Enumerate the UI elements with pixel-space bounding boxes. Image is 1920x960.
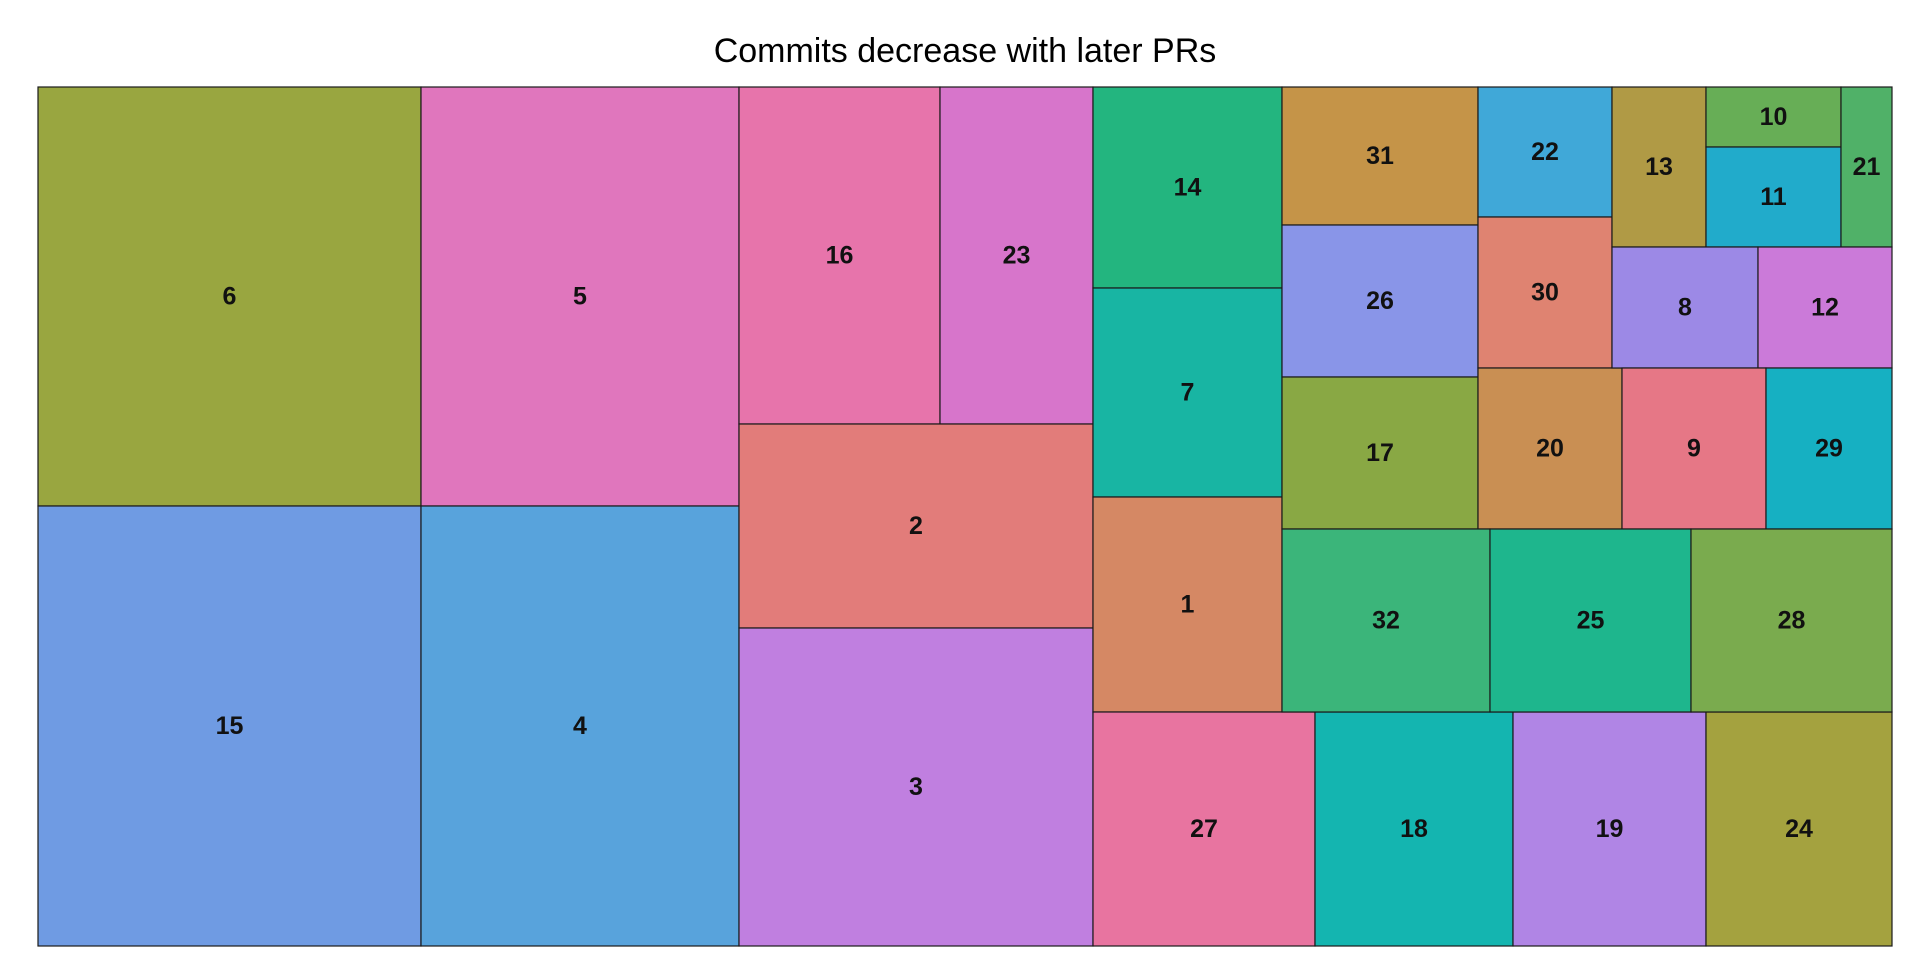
treemap-tile-27 <box>1092 711 1316 947</box>
tile-label-5: 5 <box>573 283 587 311</box>
tile-label-20: 20 <box>1536 435 1564 463</box>
tile-label-13: 13 <box>1645 153 1673 181</box>
tile-label-16: 16 <box>826 242 854 270</box>
tile-label-3: 3 <box>909 773 923 801</box>
treemap-tile-7 <box>1092 287 1283 498</box>
tile-label-30: 30 <box>1531 279 1559 307</box>
treemap-tile-24 <box>1705 711 1893 947</box>
treemap-tile-30 <box>1477 216 1613 369</box>
treemap-tile-23 <box>939 86 1094 425</box>
tile-label-11: 11 <box>1760 183 1787 211</box>
treemap-tile-16 <box>738 86 941 425</box>
tile-label-21: 21 <box>1853 153 1881 181</box>
treemap-tile-3 <box>738 627 1094 947</box>
tile-label-24: 24 <box>1785 815 1813 843</box>
treemap-tile-6 <box>37 86 422 507</box>
tile-label-9: 9 <box>1687 435 1701 463</box>
chart-title: Commits decrease with later PRs <box>714 32 1217 70</box>
treemap-tile-18 <box>1314 711 1514 947</box>
treemap-tile-21 <box>1840 86 1893 248</box>
tile-label-28: 28 <box>1778 607 1806 635</box>
tile-label-2: 2 <box>909 512 923 540</box>
treemap-tile-26 <box>1281 224 1479 378</box>
treemap-tile-2 <box>738 423 1094 629</box>
treemap-tile-5 <box>420 86 740 507</box>
treemap-tile-25 <box>1489 528 1692 713</box>
tile-label-23: 23 <box>1003 242 1031 270</box>
treemap-tile-13 <box>1611 86 1707 248</box>
tile-label-32: 32 <box>1372 607 1400 635</box>
treemap-tile-29 <box>1765 367 1893 530</box>
treemap-tile-4 <box>420 505 740 947</box>
treemap-tile-15 <box>37 505 422 947</box>
tile-label-31: 31 <box>1366 142 1394 170</box>
treemap-tile-28 <box>1690 528 1893 713</box>
treemap-tile-22 <box>1477 86 1613 218</box>
tile-label-1: 1 <box>1181 591 1195 619</box>
tile-label-10: 10 <box>1760 103 1788 131</box>
treemap-tile-12 <box>1757 246 1893 369</box>
tile-label-12: 12 <box>1811 294 1839 322</box>
tile-label-14: 14 <box>1174 174 1202 202</box>
tile-label-8: 8 <box>1678 294 1692 322</box>
treemap-tile-10 <box>1705 86 1842 148</box>
tile-label-7: 7 <box>1181 379 1195 407</box>
treemap-tile-9 <box>1621 367 1767 530</box>
treemap-tile-17 <box>1281 376 1479 530</box>
tile-label-17: 17 <box>1366 439 1394 467</box>
treemap-tile-31 <box>1281 86 1479 226</box>
tile-label-6: 6 <box>223 283 237 311</box>
tile-label-25: 25 <box>1577 607 1605 635</box>
treemap-tile-20 <box>1477 367 1623 530</box>
tile-label-4: 4 <box>573 712 587 740</box>
tile-label-29: 29 <box>1815 435 1843 463</box>
tile-label-18: 18 <box>1400 815 1428 843</box>
tile-label-22: 22 <box>1531 138 1559 166</box>
tile-label-26: 26 <box>1366 287 1394 315</box>
tile-label-19: 19 <box>1596 815 1624 843</box>
tile-label-27: 27 <box>1190 815 1218 843</box>
tile-label-15: 15 <box>216 712 244 740</box>
